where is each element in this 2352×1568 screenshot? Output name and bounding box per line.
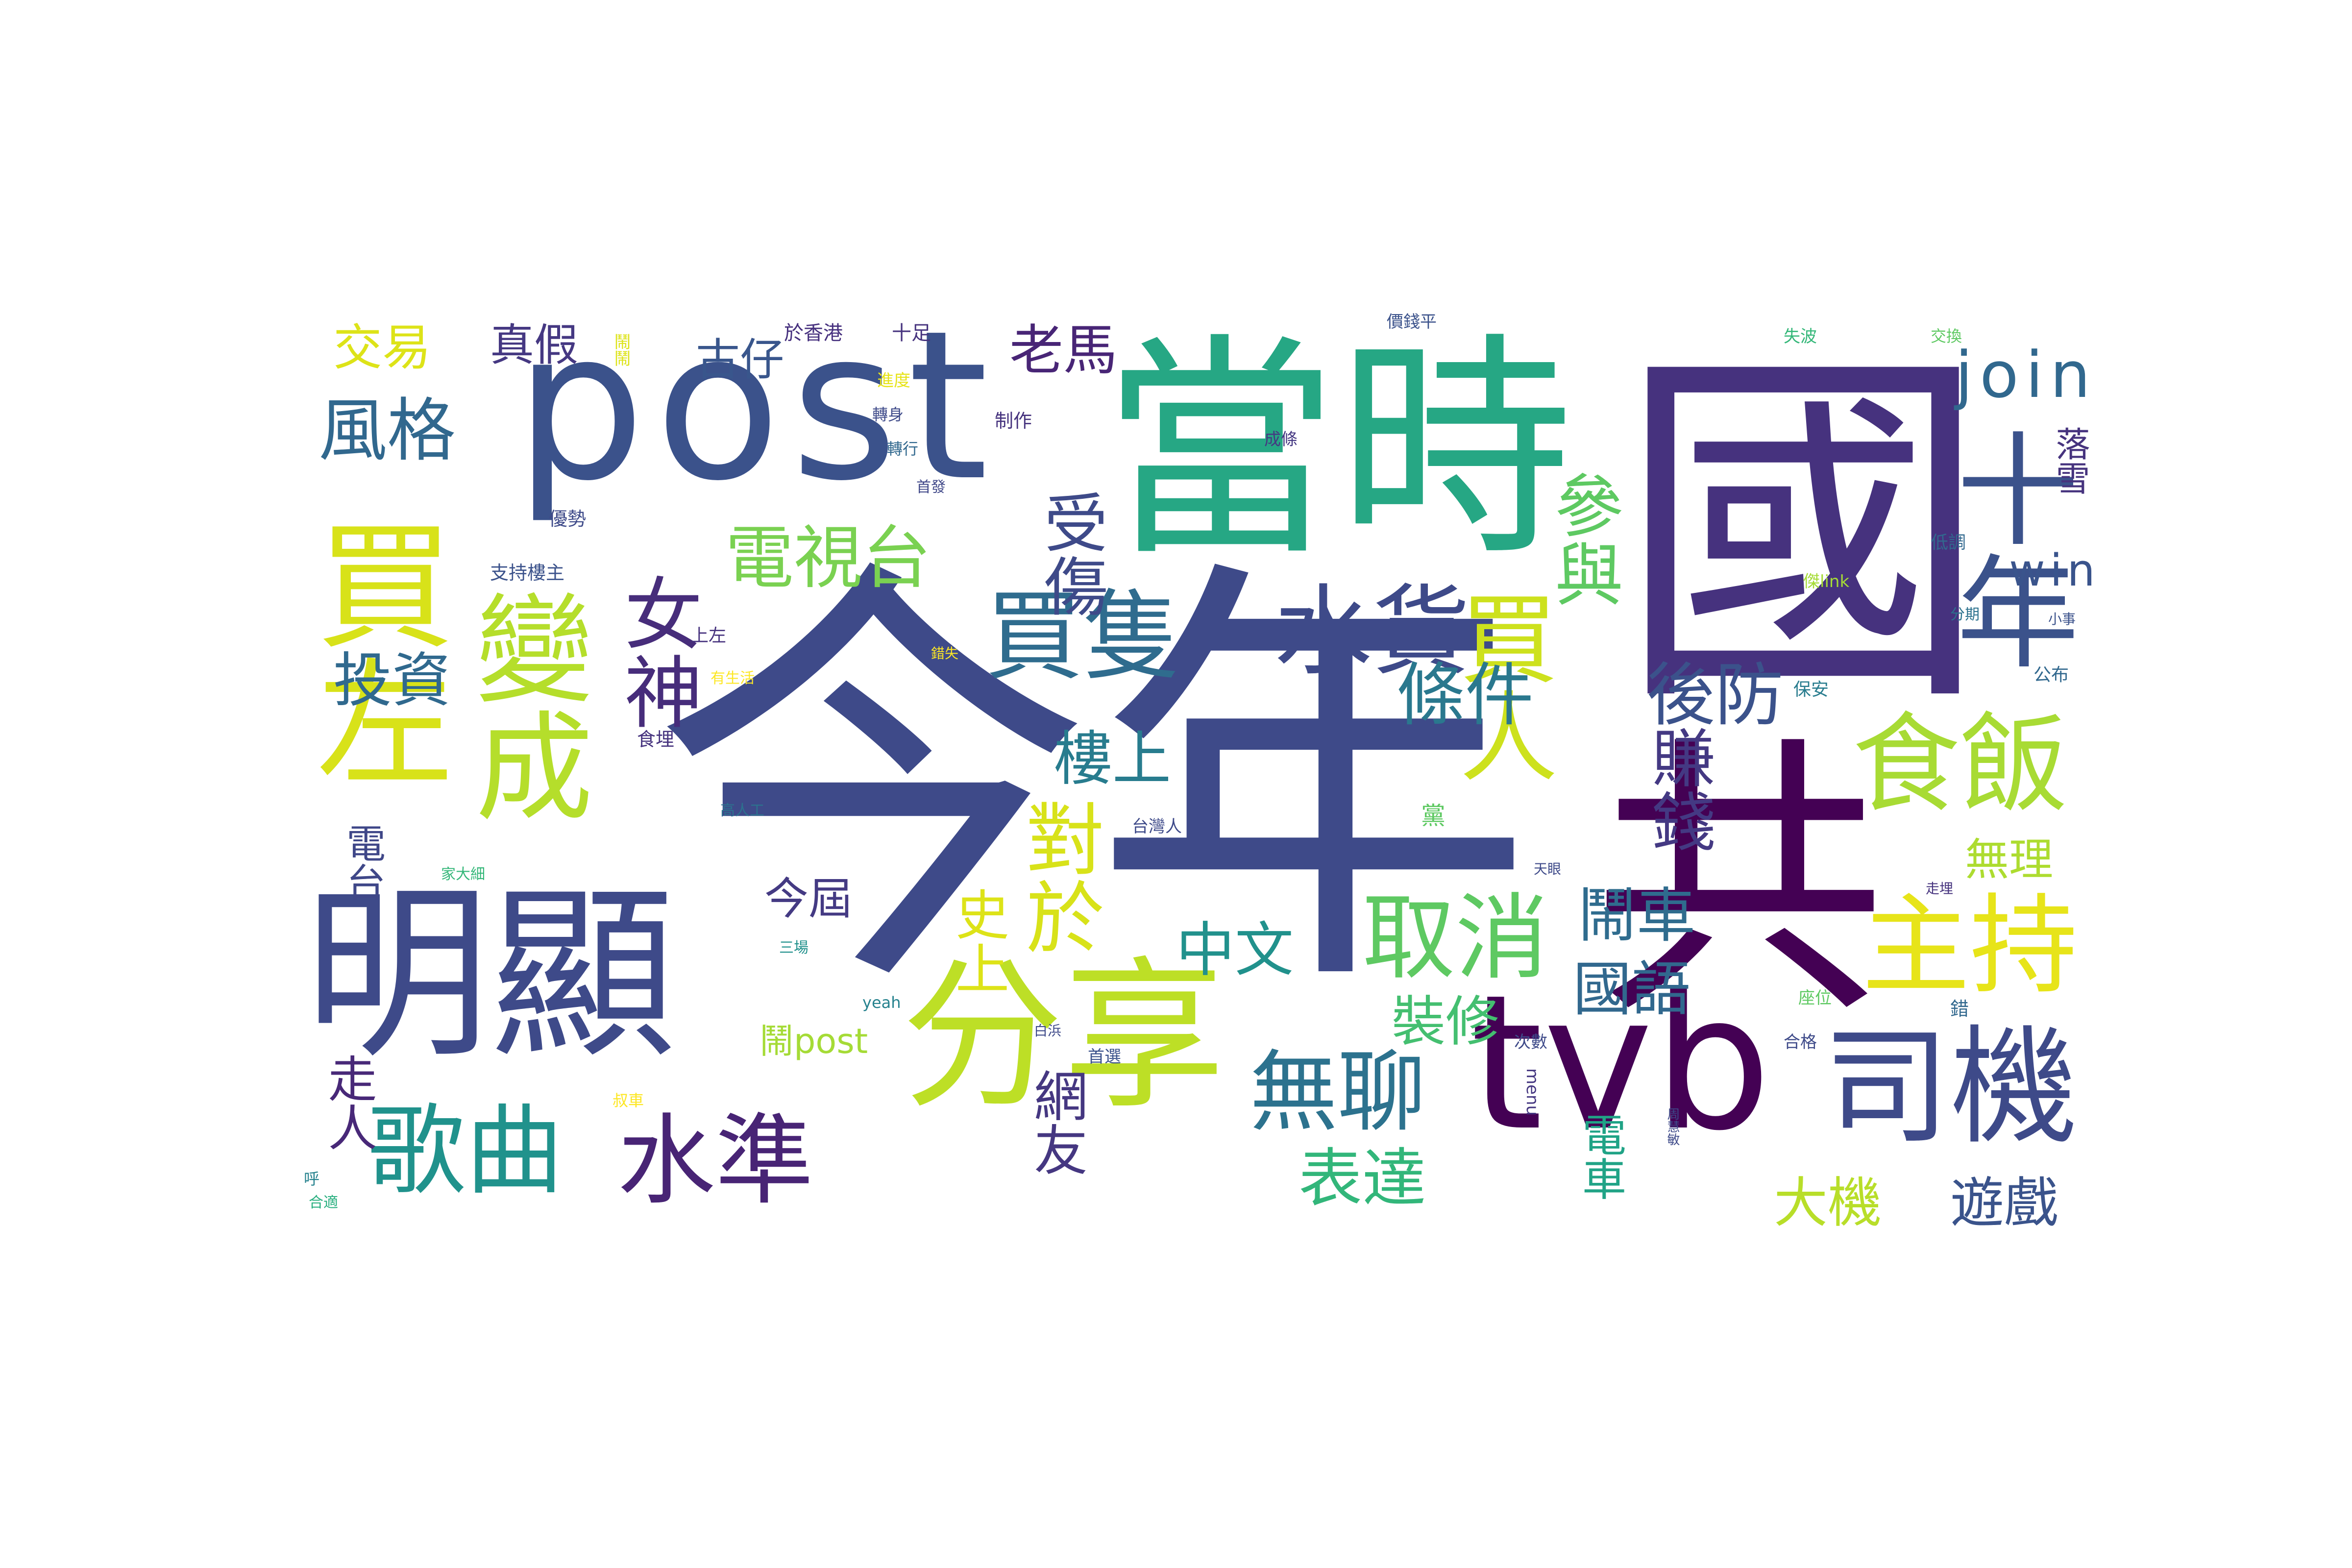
word-naoche: 鬧車 (1578, 882, 1695, 950)
word-heshi: 合適 (309, 1194, 338, 1211)
word-shouxuan: 首選 (1088, 1047, 1121, 1067)
word-dang: 黨 (1421, 802, 1446, 830)
word-fenqi: 分期 (1950, 606, 1980, 623)
word-shifan: 食飯 (1852, 702, 2068, 827)
word-jinnian: 今年 (652, 527, 1534, 1040)
word-quxiao: 取消 (1362, 884, 1549, 992)
word-chengtiao: 成條 (1264, 430, 1298, 449)
word-houfang: 後防 (1646, 656, 1784, 735)
word-gaorengong: 高人工 (720, 802, 764, 819)
word-shimai: 食埋 (637, 729, 675, 750)
word-baibang: 白浜 (1034, 1023, 1062, 1039)
word-maizuo: 買左 (293, 514, 452, 789)
word-tiaojian: 條件 (1396, 656, 1534, 735)
word-cuo: 錯 (1950, 998, 1969, 1020)
word-hu: 呼 (304, 1170, 320, 1188)
word-loushang: 樓上 (1054, 725, 1171, 793)
word-zhuanqian: 賺錢 (1641, 725, 1715, 853)
word-nvshen: 女神 (611, 573, 703, 730)
word-join: join (1955, 338, 2098, 412)
word-maizhi: 買隻 (985, 580, 1181, 694)
word-guoyu: 國語 (1573, 956, 1690, 1024)
word-guo: 國 (1617, 318, 1989, 751)
word-zhuchi: 主持 (1862, 883, 2078, 1008)
word-yeah: yeah (862, 993, 901, 1012)
word-tvb: tvb (1470, 955, 1772, 1172)
word-biancheng: 變成 (456, 588, 593, 823)
word-touzi: 投資 (333, 647, 451, 715)
word-gong: 共 (1592, 710, 1886, 1053)
word-dangshi: 當時 (1102, 314, 1573, 588)
word-zouren: 走人 (319, 1054, 377, 1152)
word-zhichiluozhu: 支持樓主 (490, 562, 565, 584)
word-youxi: 遊戲 (1950, 1172, 2058, 1234)
word-jiaqianping: 價錢平 (1387, 312, 1437, 332)
word-zhouhuimin: 周慧敏 (1665, 1107, 1680, 1146)
word-jiaoyi: 交易 (333, 319, 431, 376)
word-hege: 合格 (1784, 1032, 1817, 1052)
word-taiwanren: 台灣人 (1132, 817, 1182, 836)
word-wuli: 無理 (1965, 834, 2053, 885)
word-shuche: 叔車 (612, 1091, 644, 1110)
word-baoan: 保安 (1793, 680, 1829, 700)
word-zhenjia: 真假 (490, 319, 578, 371)
word-guzai: 古仔 (696, 334, 784, 386)
word-zhuangxiu: 裝修 (1392, 990, 1499, 1053)
word-shizu: 十足 (892, 322, 931, 344)
word-daji: 大機 (1774, 1172, 1882, 1234)
word-shuihuo: 水貨 (1274, 575, 1470, 689)
word-win: win (2009, 545, 2100, 596)
word-jielink: 傑link (1803, 572, 1850, 591)
word-shinian: 十年 (1936, 426, 2078, 671)
word-xiaoshi: 小事 (2048, 611, 2076, 627)
word-wangyou: 網友 (1025, 1068, 1087, 1176)
word-fenxiang: 分享 (902, 942, 1225, 1130)
word-shangzuo: 上左 (691, 626, 727, 646)
word-gequ: 歌曲 (368, 1094, 564, 1208)
word-shibo: 失波 (1784, 327, 1817, 346)
word-zuowei: 座位 (1798, 988, 1832, 1008)
word-mairen: 買人 (1443, 588, 1557, 784)
word-dianshitai: 電視台 (725, 518, 931, 598)
word-youshi: 優勢 (549, 508, 587, 530)
word-yuxianggang: 於香港 (784, 322, 843, 344)
word-diantai: 電台 (340, 823, 386, 902)
word-jindu: 進度 (877, 371, 910, 391)
word-menu: menu (1522, 1068, 1542, 1116)
word-zoumai: 走埋 (1926, 881, 1954, 897)
word-zhuanhang: 轉行 (887, 440, 919, 458)
word-shoushang: 受傷 (1033, 490, 1108, 617)
word-duiyu: 對於 (1013, 799, 1104, 956)
word-shishang: 史上 (946, 887, 1009, 995)
word-youshenghuo: 有生活 (710, 670, 755, 687)
word-mingxian: 明顯 (304, 866, 676, 1083)
word-zhuanshen: 轉身 (872, 405, 904, 424)
word-biaoda: 表達 (1298, 1141, 1426, 1216)
word-shoufa: 首發 (916, 479, 946, 496)
word-sanchang: 三場 (779, 939, 808, 956)
word-laoma: 老馬 (1009, 319, 1117, 382)
word-wuliao: 無聊 (1250, 1041, 1426, 1144)
word-cuoshi: 錯失 (931, 645, 959, 662)
word-naopost: 鬧post (760, 1021, 868, 1061)
word-post: post (514, 287, 999, 526)
word-cishu: 次數 (1514, 1032, 1547, 1052)
word-siji: 司機 (1823, 1014, 2078, 1162)
word-didiao: 低調 (1931, 533, 1966, 553)
word-shuizhun: 水準 (617, 1104, 814, 1218)
word-luoxue: 落雪 (2050, 426, 2090, 495)
word-zhizuo: 制作 (995, 410, 1032, 432)
word-fengge: 風格 (318, 391, 456, 471)
word-jinjie: 今屆 (764, 873, 853, 925)
word-naonao: 鬧鬧 (611, 333, 631, 367)
word-zhongwen: 中文 (1176, 916, 1294, 984)
word-dianche: 電車 (1574, 1112, 1626, 1200)
word-jiaohuan: 交換 (1931, 327, 1962, 345)
word-tianyan: 天眼 (1534, 861, 1562, 877)
word-gongbu: 公布 (2034, 665, 2069, 685)
word-jiadaxi: 家大細 (441, 866, 485, 883)
word-canyu: 參與 (1543, 470, 1623, 608)
